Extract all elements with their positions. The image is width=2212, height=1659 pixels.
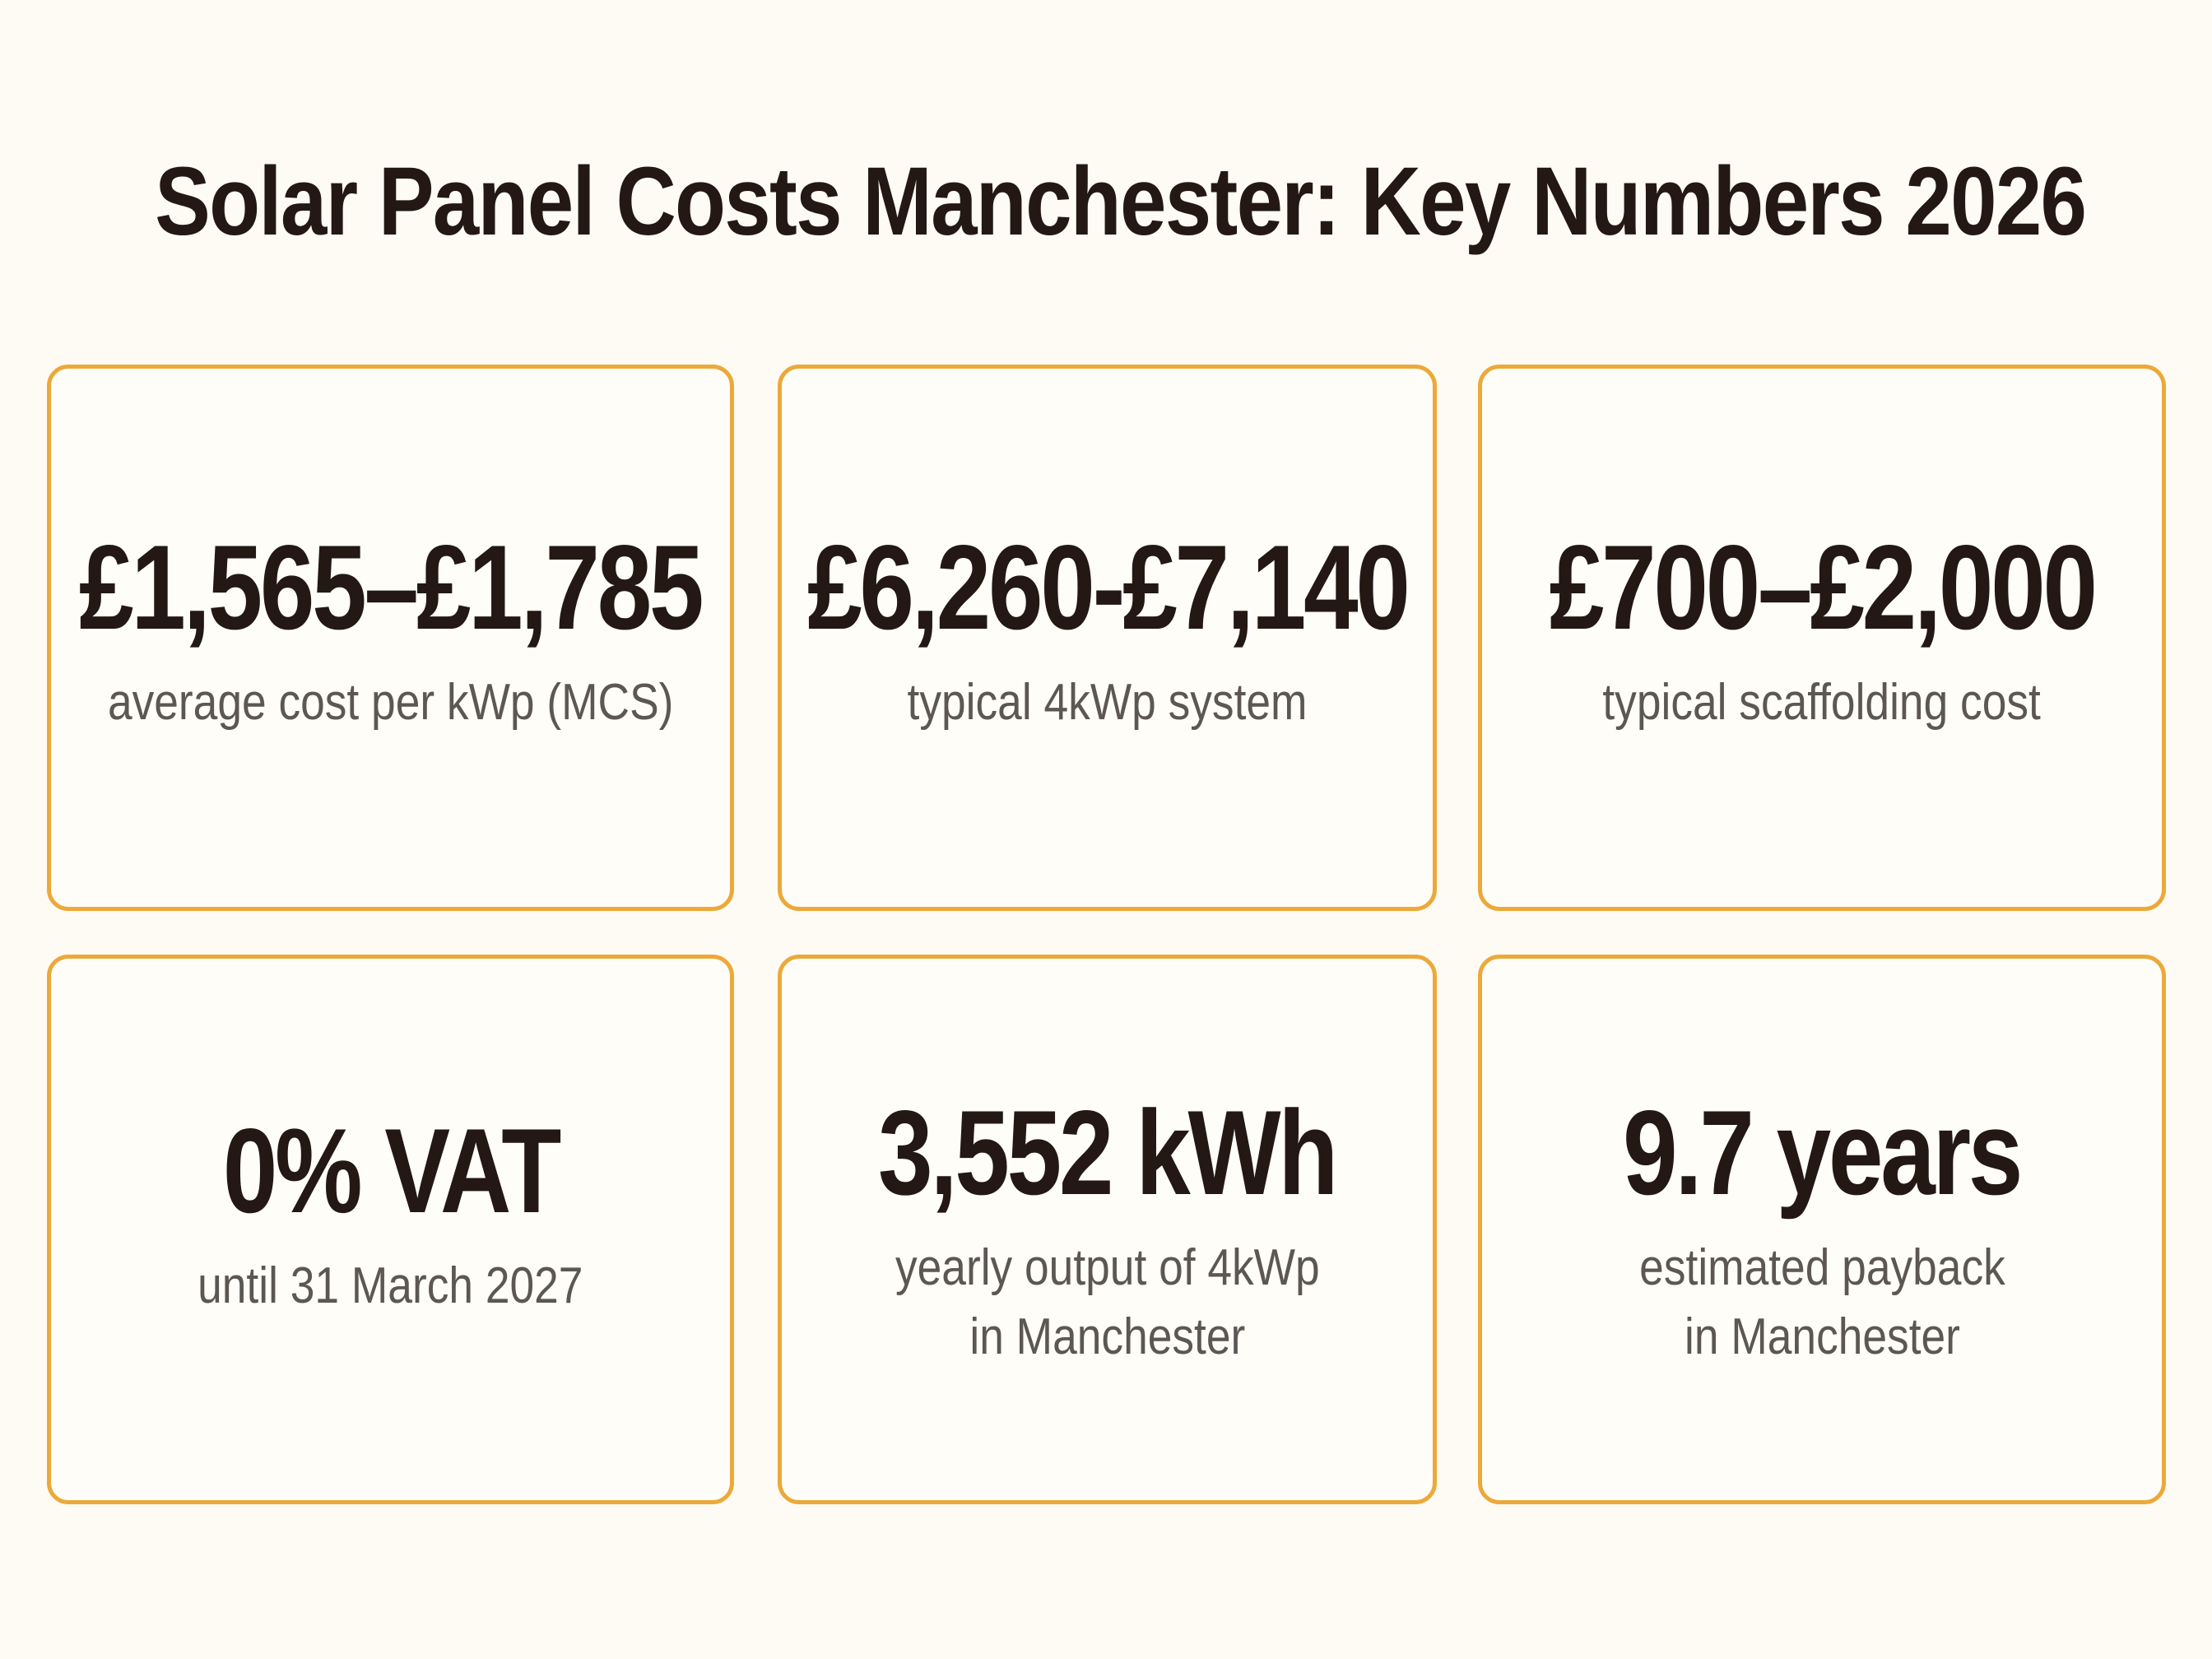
- stat-value: £700–£2,000: [1549, 520, 2097, 654]
- stat-label-line: average cost per kWp (MCS): [107, 674, 674, 731]
- stat-card-scaffolding-cost: £700–£2,000 typical scaffolding cost: [1478, 365, 2166, 911]
- stat-label-line: estimated payback: [1638, 1239, 2005, 1296]
- stat-label-line: in Manchester: [969, 1308, 1245, 1365]
- stat-label: typical 4kWp system: [908, 668, 1308, 737]
- stat-card-cost-per-kwp: £1,565–£1,785 average cost per kWp (MCS): [47, 365, 734, 911]
- stat-card-4kwp-system-cost: £6,260-£7,140 typical 4kWp system: [778, 365, 1437, 911]
- stat-value: £1,565–£1,785: [79, 520, 704, 654]
- page-title: Solar Panel Costs Manchester: Key Number…: [155, 147, 2087, 256]
- stat-label: yearly output of 4kWp in Manchester: [895, 1234, 1320, 1372]
- stat-value: 3,552 kWh: [878, 1085, 1338, 1220]
- stat-value: 0% VAT: [222, 1104, 561, 1238]
- stat-card-payback: 9.7 years estimated payback in Mancheste…: [1478, 955, 2166, 1504]
- stat-card-vat: 0% VAT until 31 March 2027: [47, 955, 734, 1504]
- stat-label: average cost per kWp (MCS): [108, 668, 673, 737]
- stat-label-line: yearly output of 4kWp: [895, 1239, 1320, 1296]
- stat-label-line: typical scaffolding cost: [1602, 674, 2042, 731]
- stat-label-line: until 31 March 2027: [198, 1257, 583, 1314]
- stat-label-line: typical 4kWp system: [907, 674, 1308, 731]
- stat-value: £6,260-£7,140: [806, 520, 1410, 654]
- stat-label: until 31 March 2027: [198, 1252, 583, 1321]
- stat-label-line: in Manchester: [1684, 1308, 1960, 1365]
- stat-label: typical scaffolding cost: [1603, 668, 2042, 737]
- stat-label: estimated payback in Manchester: [1639, 1234, 2005, 1372]
- stat-value: 9.7 years: [1623, 1085, 2023, 1220]
- stat-card-yearly-output: 3,552 kWh yearly output of 4kWp in Manch…: [778, 955, 1437, 1504]
